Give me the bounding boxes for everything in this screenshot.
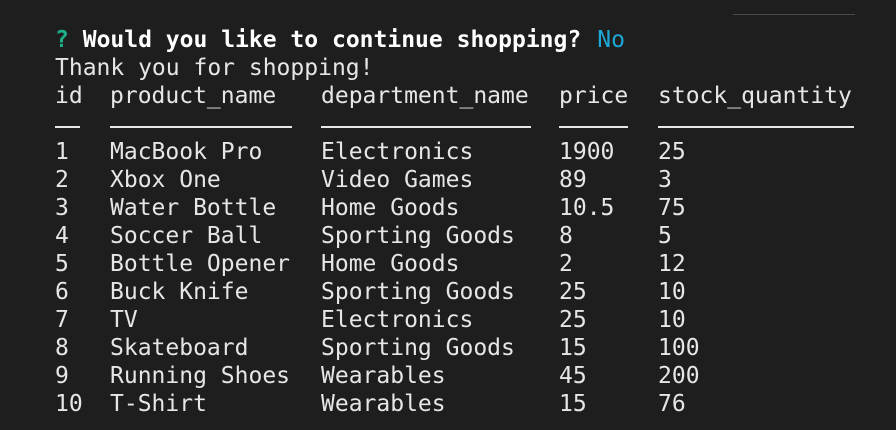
panel-divider bbox=[733, 14, 855, 15]
cell-product-name: MacBook Pro bbox=[110, 139, 263, 165]
cell-price: 15 bbox=[559, 391, 587, 417]
separator-department-name bbox=[321, 125, 531, 128]
cell-price: 15 bbox=[559, 335, 587, 361]
header-department-name: department_name bbox=[321, 83, 529, 109]
cell-price: 25 bbox=[559, 307, 587, 333]
products-table: id product_name department_name price st… bbox=[55, 82, 858, 418]
separator-id bbox=[55, 125, 80, 128]
header-stock-quantity: stock_quantity bbox=[658, 83, 852, 109]
cell-id: 4 bbox=[55, 223, 69, 249]
header-id: id bbox=[55, 83, 83, 109]
table-row: 1 MacBook Pro Electronics 1900 25 bbox=[55, 138, 858, 166]
cell-id: 9 bbox=[55, 363, 69, 389]
cell-stock-quantity: 12 bbox=[658, 251, 686, 277]
cell-product-name: TV bbox=[110, 307, 138, 333]
cell-product-name: Buck Knife bbox=[110, 279, 249, 305]
cell-id: 1 bbox=[55, 139, 69, 165]
cell-department-name: Sporting Goods bbox=[321, 279, 515, 305]
cell-stock-quantity: 75 bbox=[658, 195, 686, 221]
cell-id: 2 bbox=[55, 167, 69, 193]
cell-id: 8 bbox=[55, 335, 69, 361]
table-row: 9 Running Shoes Wearables 45 200 bbox=[55, 362, 858, 390]
cell-department-name: Wearables bbox=[321, 391, 446, 417]
cell-price: 89 bbox=[559, 167, 587, 193]
cell-product-name: Xbox One bbox=[110, 167, 221, 193]
cell-stock-quantity: 10 bbox=[658, 307, 686, 333]
cell-department-name: Home Goods bbox=[321, 251, 460, 277]
separator-stock-quantity bbox=[658, 125, 854, 128]
cell-stock-quantity: 25 bbox=[658, 139, 686, 165]
cell-product-name: Skateboard bbox=[110, 335, 249, 361]
prompt-question: Would you like to continue shopping? bbox=[82, 27, 582, 53]
table-row: 10 T-Shirt Wearables 15 76 bbox=[55, 390, 858, 418]
cell-price: 25 bbox=[559, 279, 587, 305]
cell-department-name: Video Games bbox=[321, 167, 474, 193]
table-row: 4 Soccer Ball Sporting Goods 8 5 bbox=[55, 222, 858, 250]
cell-stock-quantity: 10 bbox=[658, 279, 686, 305]
cell-id: 6 bbox=[55, 279, 69, 305]
cell-stock-quantity: 5 bbox=[658, 223, 672, 249]
terminal-output: ? Would you like to continue shopping? No… bbox=[55, 26, 858, 418]
table-row: 3 Water Bottle Home Goods 10.5 75 bbox=[55, 194, 858, 222]
header-price: price bbox=[559, 83, 629, 109]
cell-id: 10 bbox=[55, 391, 83, 417]
cell-product-name: Water Bottle bbox=[110, 195, 277, 221]
cell-department-name: Home Goods bbox=[321, 195, 460, 221]
table-separator-row bbox=[55, 110, 858, 138]
cell-stock-quantity: 3 bbox=[658, 167, 672, 193]
separator-price bbox=[559, 125, 628, 128]
cell-product-name: Bottle Opener bbox=[110, 251, 291, 277]
table-row: 5 Bottle Opener Home Goods 2 12 bbox=[55, 250, 858, 278]
cell-id: 7 bbox=[55, 307, 69, 333]
table-row: 6 Buck Knife Sporting Goods 25 10 bbox=[55, 278, 858, 306]
table-row: 7 TV Electronics 25 10 bbox=[55, 306, 858, 334]
cell-department-name: Electronics bbox=[321, 139, 474, 165]
prompt-line: ? Would you like to continue shopping? No bbox=[55, 26, 858, 54]
cell-price: 8 bbox=[559, 223, 573, 249]
cell-price: 2 bbox=[559, 251, 573, 277]
thank-you-message: Thank you for shopping! bbox=[55, 55, 374, 81]
table-body: 1 MacBook Pro Electronics 1900 25 2 Xbox One Vi… bbox=[55, 138, 858, 418]
table-row: 8 Skateboard Sporting Goods 15 100 bbox=[55, 334, 858, 362]
cell-price: 10.5 bbox=[559, 195, 615, 221]
cell-id: 3 bbox=[55, 195, 69, 221]
cell-price: 1900 bbox=[559, 139, 615, 165]
cell-stock-quantity: 76 bbox=[658, 391, 686, 417]
cell-stock-quantity: 100 bbox=[658, 335, 700, 361]
cell-product-name: T-Shirt bbox=[110, 391, 207, 417]
header-product-name: product_name bbox=[110, 83, 277, 109]
table-header-row: id product_name department_name price st… bbox=[55, 82, 858, 110]
cell-product-name: Running Shoes bbox=[110, 363, 291, 389]
cell-department-name: Sporting Goods bbox=[321, 335, 515, 361]
prompt-answer: No bbox=[597, 27, 625, 53]
prompt-question-mark: ? bbox=[55, 27, 69, 53]
separator-product-name bbox=[110, 125, 292, 128]
cell-department-name: Wearables bbox=[321, 363, 446, 389]
cell-department-name: Electronics bbox=[321, 307, 474, 333]
table-row: 2 Xbox One Video Games 89 3 bbox=[55, 166, 858, 194]
cell-price: 45 bbox=[559, 363, 587, 389]
cell-product-name: Soccer Ball bbox=[110, 223, 263, 249]
cell-id: 5 bbox=[55, 251, 69, 277]
cell-department-name: Sporting Goods bbox=[321, 223, 515, 249]
cell-stock-quantity: 200 bbox=[658, 363, 700, 389]
